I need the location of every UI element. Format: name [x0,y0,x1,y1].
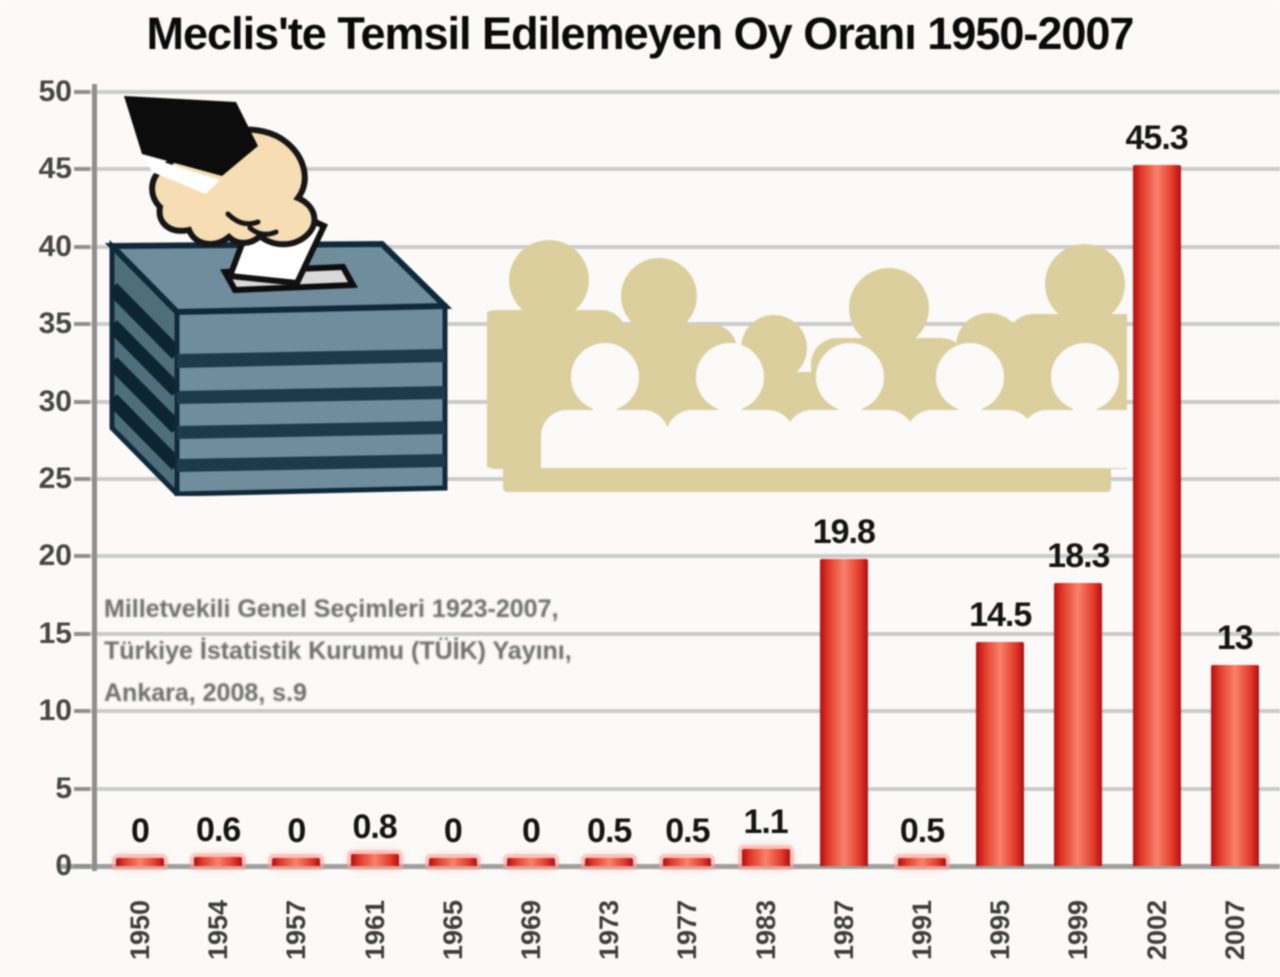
x-tick-label: 1977 [672,899,703,961]
bar [819,559,868,866]
gridline [86,786,1280,791]
bar [976,641,1025,866]
gridline [86,167,1280,172]
source-note-line: Ankara, 2008, s.9 [104,679,307,707]
bar-value-label: 0.6 [196,810,241,849]
bar [1132,164,1181,866]
bar-value-label: 45.3 [1125,118,1189,157]
bar [741,848,790,866]
y-tick-mark [74,709,90,714]
source-note-line: Milletvekili Genel Seçimleri 1923-2007, [104,595,559,623]
y-tick-label: 25 [38,462,72,495]
gridline [86,90,1280,94]
bar [428,858,477,866]
bar-value-label: 0.8 [352,807,397,846]
x-tick-label: 1965 [437,899,468,961]
y-tick-label: 10 [38,694,72,728]
x-tick-label: 2007 [1219,899,1250,961]
y-tick-label: 5 [55,771,72,805]
bar-value-label: 0 [287,812,306,850]
x-tick-label: 1995 [985,899,1016,961]
x-tick-label: 1987 [828,899,859,961]
y-tick-label: 50 [38,75,72,108]
y-tick-mark [74,786,90,791]
y-tick-mark [74,322,90,327]
bar-value-label: 0 [131,812,150,850]
x-tick-label: 1991 [907,899,937,961]
bar-value-label: 0.5 [899,812,945,850]
x-tick-label: 2002 [1141,899,1172,961]
bar [116,858,164,866]
y-tick-mark [74,477,90,481]
bar-value-label: 0.5 [587,812,632,850]
chart-title: Meclis'te Temsil Edilemeyen Oy Oranı 195… [146,8,1135,59]
y-tick-label: 0 [55,849,72,882]
bar [507,858,555,866]
crowd-silhouette-icon [487,240,1127,492]
y-tick-mark [74,244,90,249]
x-axis-line [60,864,1280,869]
y-tick-label: 15 [38,616,72,650]
y-tick-mark [74,167,90,172]
source-note: Milletvekili Genel Seçimleri 1923-2007, … [104,588,664,714]
x-tick-label: 1983 [750,899,781,961]
gridline [86,709,1280,714]
bar [350,853,399,866]
gridline [86,244,1280,249]
x-tick-label: 1950 [125,899,155,961]
gridline [86,554,1280,559]
y-tick-label: 40 [38,229,72,263]
bar-value-label: 14.5 [969,595,1032,634]
ballot-box-icon [104,96,453,496]
bar [585,858,634,866]
y-tick-mark [74,399,90,404]
bar [1210,664,1259,866]
bar [272,858,321,866]
bar [1054,582,1103,866]
bar-value-label: 0 [522,812,541,850]
bar-value-label: 13 [1216,618,1254,657]
y-tick-label: 35 [38,307,72,341]
bar-value-label: 0.5 [665,812,710,850]
y-tick-mark [74,554,90,559]
y-tick-mark [74,631,90,636]
y-tick-mark [74,90,90,94]
bar-value-label: 19.8 [812,513,876,552]
bar [898,858,946,866]
y-tick-label: 45 [38,152,72,186]
x-tick-label: 1999 [1063,899,1094,961]
y-tick-label: 20 [38,539,72,573]
x-tick-label: 1957 [281,899,312,961]
gridline [86,631,1280,636]
bar [663,858,712,866]
source-note-line: Türkiye İstatistik Kurumu (TÜİK) Yayını, [104,637,572,665]
bar-value-label: 18.3 [1047,536,1110,575]
x-tick-label: 1954 [203,899,234,961]
bar-value-label: 1.1 [743,802,788,841]
y-tick-label: 30 [38,384,72,418]
x-tick-label: 1969 [516,899,546,961]
x-tick-label: 1961 [359,899,390,961]
bar [194,856,243,866]
bar-value-label: 0 [443,812,463,850]
y-axis-line [92,84,97,871]
y-tick-mark [74,864,90,868]
x-tick-label: 1973 [594,899,625,961]
